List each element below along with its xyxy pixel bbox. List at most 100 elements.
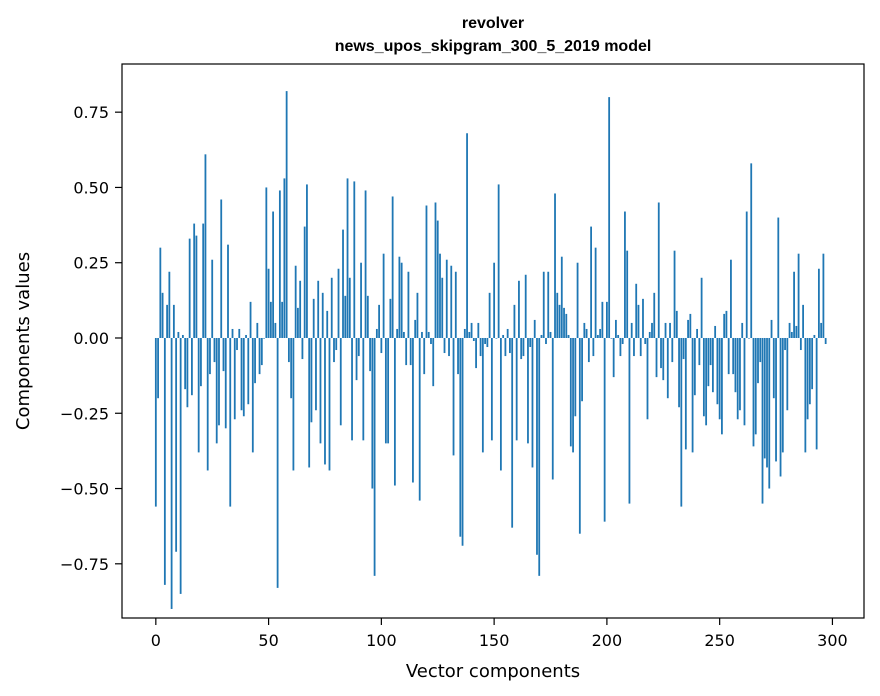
bar [626, 250, 629, 338]
bar [585, 328, 588, 338]
x-axis-ticks: 0 50 100 150 200 250 300 [151, 618, 848, 650]
x-tick-label: 150 [479, 631, 510, 650]
bar [723, 313, 726, 338]
bar [655, 337, 658, 378]
bar [247, 337, 250, 405]
bar [378, 304, 380, 338]
bar [251, 337, 254, 453]
bar [610, 337, 613, 339]
bar [306, 184, 308, 338]
bar [520, 337, 523, 360]
bar [565, 313, 568, 338]
bar [745, 211, 748, 338]
bar [761, 337, 764, 504]
bar [572, 337, 574, 453]
bar [549, 331, 552, 338]
bar [425, 205, 428, 338]
bar [757, 337, 759, 384]
bar [748, 337, 750, 339]
bar [754, 337, 757, 435]
bar [315, 337, 317, 411]
bar [403, 331, 405, 338]
bar [578, 337, 581, 534]
bar [391, 196, 394, 338]
bar [396, 328, 399, 338]
bar [409, 337, 412, 366]
bar [380, 337, 383, 354]
bar [529, 337, 532, 348]
bar [766, 337, 768, 468]
bar [202, 223, 205, 338]
bar [393, 337, 396, 486]
bar [583, 322, 586, 338]
bar [815, 337, 818, 450]
x-axis-label: Vector components [406, 661, 580, 682]
bar [283, 178, 286, 338]
bar [547, 271, 550, 338]
bar [206, 337, 209, 471]
bar [310, 337, 313, 423]
bar [161, 292, 164, 338]
bar [788, 322, 791, 338]
bar [642, 298, 644, 338]
chart-subtitle: news_upos_skipgram_300_5_2019 model [335, 38, 652, 55]
bar [793, 271, 795, 338]
bar [299, 280, 302, 338]
bar [518, 280, 520, 338]
bar [269, 301, 272, 338]
bar [752, 337, 755, 447]
bar [418, 337, 421, 501]
bar [330, 277, 333, 338]
bar [346, 178, 349, 338]
bar [743, 337, 746, 426]
bar [813, 334, 816, 338]
bar [759, 337, 762, 363]
bar [718, 337, 721, 420]
bar [301, 337, 304, 360]
x-tick-label: 200 [592, 631, 623, 650]
bar [808, 337, 811, 405]
bar [366, 295, 369, 338]
y-tick-label: −0.75 [60, 555, 109, 574]
bar [459, 337, 462, 537]
bar [673, 250, 676, 338]
bar [768, 337, 771, 489]
bar [481, 337, 484, 453]
bar [321, 292, 324, 338]
bar [524, 274, 527, 338]
bar [657, 202, 660, 338]
bar [292, 337, 295, 471]
bar [285, 91, 288, 338]
bar [596, 334, 599, 338]
bar [777, 217, 780, 338]
bar [495, 337, 498, 339]
bar [693, 337, 696, 396]
bar [558, 304, 561, 338]
bar [209, 337, 211, 375]
bar [317, 280, 320, 338]
bar [245, 334, 247, 338]
bar [770, 319, 773, 338]
y-tick-label: −0.25 [60, 404, 109, 423]
bar [337, 268, 340, 338]
bar [624, 211, 626, 338]
bar [581, 337, 583, 402]
bar [567, 334, 570, 338]
bar [479, 337, 482, 357]
bar [515, 337, 518, 441]
bar [763, 337, 766, 459]
bar [254, 337, 256, 384]
bar [635, 283, 638, 338]
bar [303, 226, 306, 338]
bar [716, 337, 719, 405]
bar [617, 334, 620, 338]
bar [439, 253, 441, 338]
bar [263, 337, 265, 339]
y-tick-label: 0.25 [73, 254, 109, 273]
bar [222, 337, 225, 372]
bar [684, 337, 687, 450]
bar [278, 190, 281, 338]
bar [421, 331, 423, 338]
bar [287, 337, 290, 363]
